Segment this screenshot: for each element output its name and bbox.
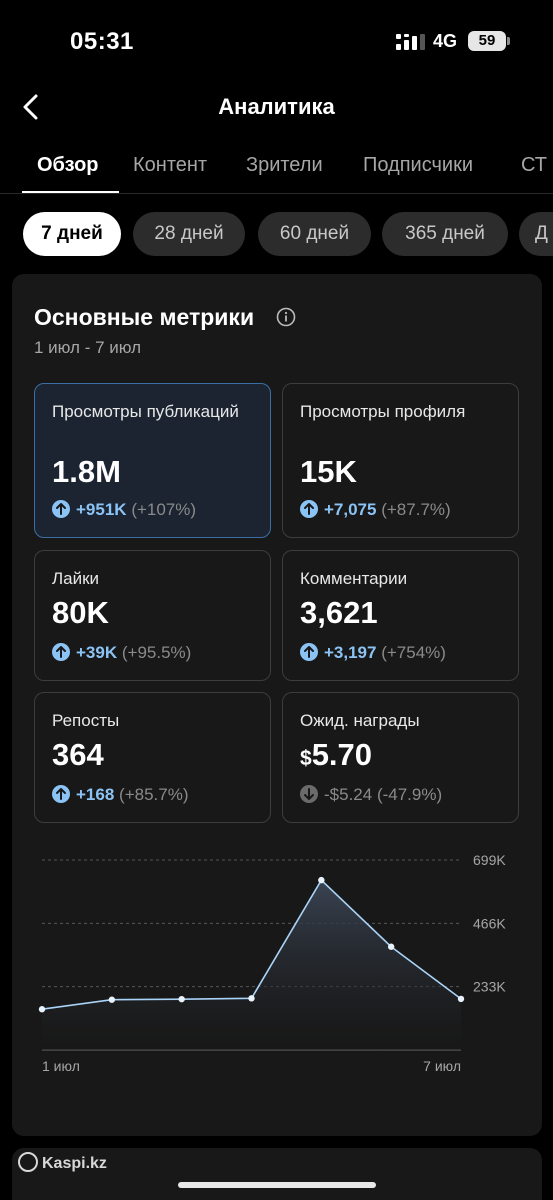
metric-delta: -$5.24 (-47.9%)	[300, 785, 442, 805]
arrow-up-icon	[52, 500, 70, 518]
y-tick-label: 233K	[473, 979, 506, 995]
app-header: Аналитика	[0, 84, 553, 132]
metric-delta: +168 (+85.7%)	[52, 785, 188, 805]
metric-delta: +7,075 (+87.7%)	[300, 500, 451, 520]
metric-post-views[interactable]: Просмотры публикаций 1.8M +951K (+107%)	[34, 383, 271, 538]
y-tick-label: 466K	[473, 915, 506, 931]
page-title: Аналитика	[218, 94, 335, 119]
active-tab-indicator	[22, 191, 119, 193]
arrow-up-icon	[52, 643, 70, 661]
next-card	[12, 1148, 542, 1200]
cellular-signal-icon	[396, 34, 425, 50]
metric-value: $5.70	[300, 737, 373, 772]
card-title: Основные метрики	[34, 304, 255, 330]
metric-delta: +951K (+107%)	[52, 500, 196, 520]
metric-label: Просмотры публикаций	[52, 402, 239, 421]
metric-value: 80K	[52, 595, 109, 630]
tab-cut-off[interactable]: СТ	[521, 154, 547, 176]
metric-label: Ожид. награды	[300, 711, 420, 730]
arrow-up-icon	[52, 785, 70, 803]
info-icon[interactable]	[276, 307, 296, 327]
y-tick-label: 699K	[473, 852, 506, 868]
tab-overview[interactable]: Обзор	[37, 154, 99, 176]
x-tick-label: 7 июл	[423, 1058, 461, 1074]
back-arrow-icon[interactable]	[20, 92, 44, 122]
metric-likes[interactable]: Лайки 80K +39K (+95.5%)	[34, 550, 271, 681]
range-365-days[interactable]: 365 дней	[382, 212, 508, 256]
range-7-days[interactable]: 7 дней	[23, 212, 121, 256]
metric-value: 15K	[300, 454, 357, 489]
watermark: Kaspi.kz	[18, 1152, 107, 1173]
data-point[interactable]	[108, 996, 116, 1003]
status-time: 05:31	[70, 28, 134, 55]
home-indicator[interactable]	[178, 1182, 376, 1188]
data-point[interactable]	[178, 995, 185, 1003]
metric-reposts[interactable]: Репосты 364 +168 (+85.7%)	[34, 692, 271, 823]
metric-label: Лайки	[52, 569, 100, 588]
battery-level: 59	[468, 31, 506, 51]
metric-label: Просмотры профиля	[300, 402, 466, 421]
data-point[interactable]	[38, 1006, 46, 1013]
kaspi-logo-icon	[18, 1152, 38, 1172]
tab-viewers[interactable]: Зрители	[246, 154, 323, 176]
data-point[interactable]	[248, 995, 255, 1002]
metric-label: Комментарии	[300, 569, 408, 588]
key-metrics-card: Основные метрики 1 июл - 7 июл Просмотры…	[12, 274, 542, 1136]
arrow-up-icon	[300, 643, 318, 661]
date-range-label: 1 июл - 7 июл	[34, 338, 142, 357]
data-point[interactable]	[387, 943, 395, 950]
data-point[interactable]	[457, 995, 465, 1003]
range-custom[interactable]: Д	[519, 212, 553, 256]
range-60-days[interactable]: 60 дней	[258, 212, 371, 256]
date-range-selector: 7 дней 28 дней 60 дней 365 дней Д	[0, 212, 553, 258]
arrow-down-icon	[300, 785, 318, 803]
arrow-up-icon	[300, 500, 318, 518]
battery-icon	[507, 37, 510, 45]
range-28-days[interactable]: 28 дней	[133, 212, 245, 256]
metric-delta: +3,197 (+754%)	[300, 643, 446, 663]
data-point[interactable]	[318, 876, 325, 884]
tab-bar: Обзор Контент Зрители Подписчики СТ	[0, 140, 553, 194]
status-bar: 05:31 4G 59	[0, 0, 553, 84]
metric-delta: +39K (+95.5%)	[52, 643, 191, 663]
metric-label: Репосты	[52, 711, 120, 730]
metric-value: 364	[52, 737, 104, 772]
metric-comments[interactable]: Комментарии 3,621 +3,197 (+754%)	[282, 550, 519, 681]
series-area	[42, 880, 461, 1050]
tab-followers[interactable]: Подписчики	[363, 154, 474, 176]
metric-profile-views[interactable]: Просмотры профиля 15K +7,075 (+87.7%)	[282, 383, 519, 538]
metric-value: 1.8M	[52, 454, 121, 489]
network-type: 4G	[433, 31, 458, 51]
metrics-area-chart: 699K 466K 233K 1 июл 7 июл	[38, 852, 506, 1074]
tab-content[interactable]: Контент	[133, 154, 208, 176]
metric-estimated-rewards[interactable]: Ожид. награды $5.70 -$5.24 (-47.9%)	[282, 692, 519, 823]
metric-value: 3,621	[300, 595, 378, 630]
x-tick-label: 1 июл	[42, 1058, 80, 1074]
